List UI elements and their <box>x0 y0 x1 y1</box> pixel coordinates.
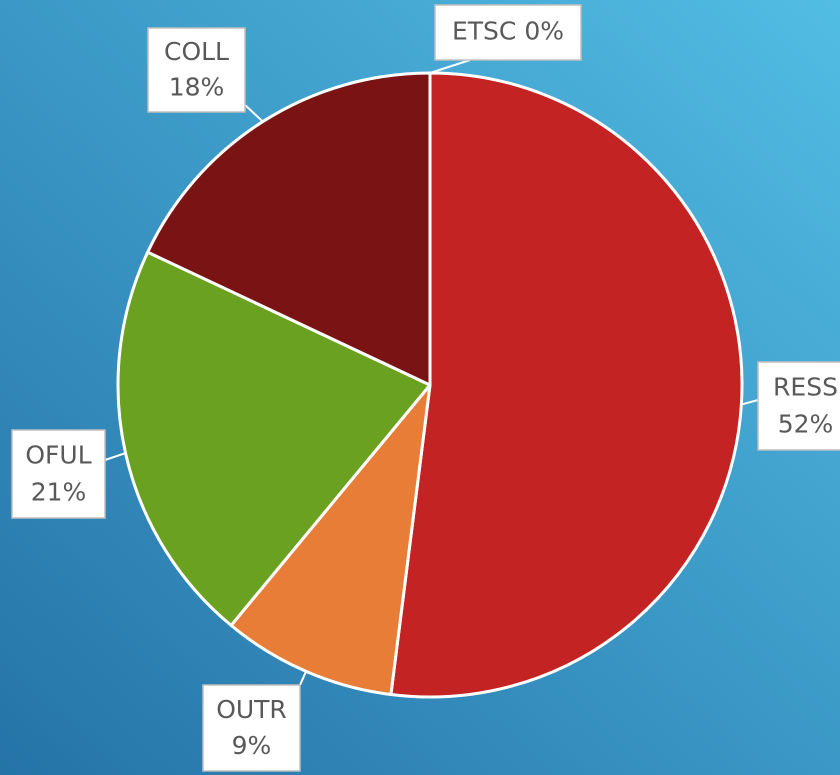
value-label: 18% <box>169 72 225 101</box>
value-label: 52% <box>778 409 834 438</box>
value-label: 21% <box>31 477 87 506</box>
value-label: 0% <box>524 17 564 46</box>
pie-slice <box>146 71 432 387</box>
label-box <box>434 4 582 61</box>
category-label: ETSC <box>452 17 516 46</box>
data-label: ETSC 0% <box>452 17 564 46</box>
pie <box>116 71 744 699</box>
value-label: 9% <box>232 731 272 760</box>
label-box <box>147 27 246 113</box>
leader-line <box>104 452 126 461</box>
leader-line <box>429 59 471 74</box>
leader-line <box>244 104 264 123</box>
category-label: COLL <box>164 37 229 66</box>
label-box <box>11 429 106 519</box>
category-label: OFUL <box>25 440 91 469</box>
labels: RESS 52% OUTR 9% OFUL 21% COLL 18% ETSC 0% <box>11 4 840 772</box>
label-box <box>202 684 301 772</box>
label-box <box>757 361 840 451</box>
pie-slice <box>389 71 744 699</box>
category-label: RESS <box>773 372 838 401</box>
leader-line <box>741 399 759 406</box>
leader-line <box>299 670 308 686</box>
category-label: OUTR <box>216 695 287 724</box>
pie-slice <box>116 250 432 627</box>
